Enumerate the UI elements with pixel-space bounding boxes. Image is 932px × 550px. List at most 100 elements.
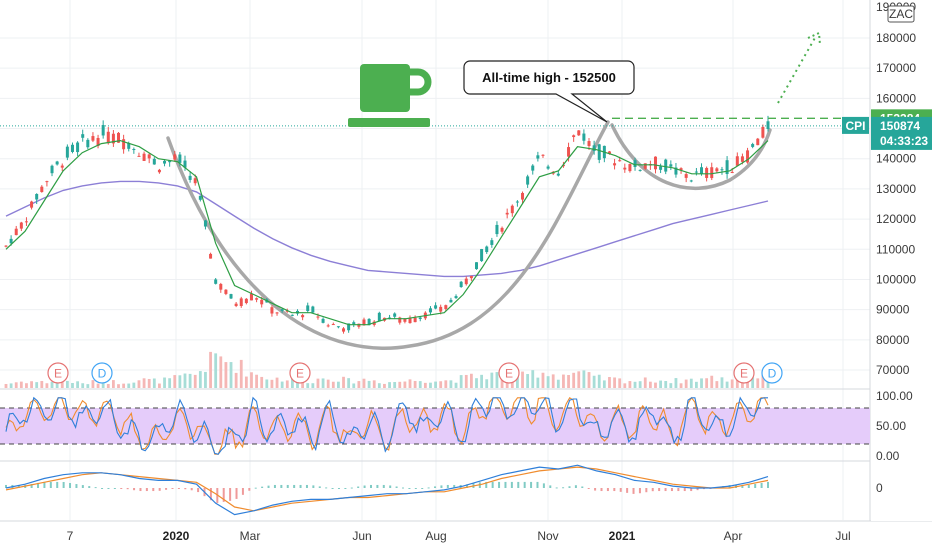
macd-histogram-bar xyxy=(5,484,7,488)
candle-body xyxy=(715,168,719,172)
macd-histogram-bar xyxy=(75,484,78,488)
candle-body xyxy=(342,328,346,332)
ma-short-line xyxy=(5,139,769,326)
stochastic-band xyxy=(0,408,870,444)
candle-body xyxy=(142,153,146,161)
volume-bar xyxy=(526,374,530,388)
volume-bar xyxy=(638,381,642,388)
candle-body xyxy=(720,169,724,171)
volume-bar xyxy=(158,383,161,388)
macd-histogram-bar xyxy=(408,488,411,489)
macd-histogram-bar xyxy=(395,486,398,488)
volume-bar xyxy=(183,373,187,388)
macd-histogram-bar xyxy=(158,488,161,491)
volume-bar xyxy=(163,377,166,388)
earnings-marker: E xyxy=(733,362,755,384)
candle-body xyxy=(203,220,207,227)
price-tick-label: 70000 xyxy=(876,363,910,377)
macd-histogram-bar xyxy=(581,486,584,488)
volume-bar xyxy=(664,381,668,388)
candle-body xyxy=(434,305,438,309)
volume-bar xyxy=(357,381,361,388)
candle-body xyxy=(316,316,320,318)
candle-body xyxy=(679,168,683,171)
macd-histogram-bar xyxy=(209,488,212,501)
cup-curve xyxy=(166,120,610,350)
macd-histogram-bar xyxy=(690,488,693,492)
candle-body xyxy=(106,131,110,144)
macd-histogram-bar xyxy=(530,481,533,488)
macd-histogram-bar xyxy=(43,481,46,488)
volume-bar xyxy=(659,380,663,388)
volume-bar xyxy=(751,377,755,388)
price-tick-label: 110000 xyxy=(876,242,915,256)
macd-histogram-bar xyxy=(299,484,302,488)
macd-histogram-bar xyxy=(600,488,603,492)
candle-body xyxy=(725,160,729,175)
candle-body xyxy=(152,158,156,165)
volume-bar xyxy=(311,383,315,388)
candle-body xyxy=(127,143,131,149)
volume-bar xyxy=(19,381,23,388)
volume-bar xyxy=(14,382,18,388)
macd-histogram-bar xyxy=(446,484,449,488)
candle-body xyxy=(19,222,23,229)
macd-signal-line xyxy=(5,466,769,512)
volume-bar xyxy=(234,372,238,388)
volume-bar xyxy=(577,371,581,388)
macd-histogram-bar xyxy=(645,488,648,493)
event-circle xyxy=(47,362,69,384)
candle-body xyxy=(91,136,95,141)
volume-bar xyxy=(352,383,356,388)
volume-bar xyxy=(244,376,248,388)
macd-histogram-bar xyxy=(664,488,667,492)
candle-body xyxy=(459,281,463,288)
candle-body xyxy=(367,318,371,326)
volume-bar xyxy=(403,381,407,388)
volume-bar xyxy=(362,378,366,388)
candle-body xyxy=(219,283,223,290)
volume-bar xyxy=(556,379,560,388)
candle-body xyxy=(347,323,351,331)
candle-body xyxy=(587,141,591,146)
volume-bar xyxy=(35,382,39,388)
candle-body xyxy=(352,322,356,325)
candle-body xyxy=(209,253,213,259)
volume-bar xyxy=(608,377,611,388)
volume-bar xyxy=(101,381,105,388)
price-tick-label: 140000 xyxy=(876,152,916,166)
candle-body xyxy=(592,145,596,151)
candle-body xyxy=(147,154,151,159)
ath-callout: All-time high - 152500 xyxy=(463,60,635,123)
event-circle xyxy=(733,362,755,384)
volume-bar xyxy=(689,378,693,388)
candle-body xyxy=(137,155,141,157)
coffee-cup-body xyxy=(360,64,410,112)
macd-histogram-bar xyxy=(754,483,757,488)
macd-histogram-bar xyxy=(273,484,276,488)
macd-histogram-bar xyxy=(626,488,629,493)
macd-histogram-bar xyxy=(421,488,424,489)
candle-body xyxy=(659,166,663,170)
macd-histogram-bar xyxy=(696,488,699,491)
time-tick-label: Nov xyxy=(537,529,558,543)
time-tick-label: 2020 xyxy=(163,529,190,543)
candle-body xyxy=(70,144,74,152)
macd-histogram-bar xyxy=(658,488,661,492)
candle-body xyxy=(674,167,678,175)
candle-body xyxy=(117,132,121,143)
candle-body xyxy=(14,228,18,236)
price-tick-label: 80000 xyxy=(876,333,910,347)
candle-body xyxy=(428,308,432,313)
candle-body xyxy=(464,278,468,285)
candle-body xyxy=(157,169,161,173)
macd-histogram-bar xyxy=(81,485,84,488)
volume-bar xyxy=(648,381,652,388)
volume-bar xyxy=(127,383,131,388)
macd-histogram-bar xyxy=(17,484,20,488)
volume-bars xyxy=(4,351,770,388)
volume-bar xyxy=(367,380,371,388)
volume-bar xyxy=(204,371,207,388)
volume-bar xyxy=(700,378,703,388)
handle-curve xyxy=(610,123,772,190)
